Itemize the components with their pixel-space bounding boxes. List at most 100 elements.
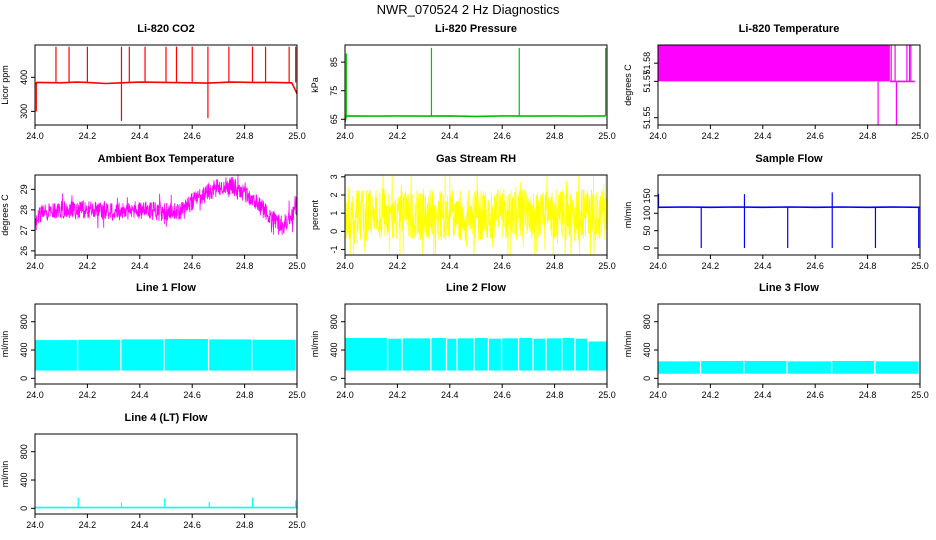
chart-svg: Line 4 (LT) Flow ml/min 24.0 24.2 24.4 24.6 24…	[0, 412, 306, 530]
x-tick-label: 24.8	[546, 261, 564, 271]
plot-frame	[34, 433, 298, 515]
figure-title: NWR_070524 2 Hz Diagnostics	[376, 2, 560, 17]
y-tick-label: 400	[329, 343, 339, 358]
x-tick-label: 24.6	[493, 131, 511, 141]
chart-svg: Line 3 Flow ml/min 24.0 24.2 24.4 24.6 24.8 25.…	[623, 282, 929, 400]
flow-block	[562, 337, 575, 371]
chart-pressure: Li-820 Pressure kPa 24.0 24.2 24.4 24.6 24.8 25…	[309, 19, 616, 149]
y-tick-label: 300	[19, 104, 29, 119]
y-tick-label: 2	[329, 192, 339, 197]
y-tick-label: 800	[19, 444, 29, 459]
y-tick-label: 1	[329, 211, 339, 216]
x-tick-label: 24.6	[183, 520, 201, 530]
flow-block	[701, 360, 744, 374]
plot-frame	[344, 174, 608, 256]
x-tick-label: 24.8	[236, 131, 254, 141]
chart-gas-stream-rh: Gas Stream RH percent 24.0 24.2 24.4 24.6 24.8…	[309, 149, 616, 279]
flow-block	[519, 337, 533, 371]
flow-block	[388, 338, 402, 371]
x-tick-label: 24.2	[79, 390, 97, 400]
y-tick-label: 51.57	[642, 70, 652, 93]
flow-block	[164, 339, 208, 371]
flow-block	[35, 340, 77, 371]
chart-svg: Sample Flow ml/min 24.0 24.2 24.4 24.6 24.8 25.…	[623, 153, 929, 271]
chart-title: Line 4 (LT) Flow	[125, 412, 208, 424]
chart-line2-flow: Line 2 Flow ml/min 24.0 24.2 24.4 24.6 24.8 25.…	[309, 278, 616, 408]
x-tick-label: 24.0	[26, 131, 44, 141]
y-tick-label: 0	[329, 376, 339, 381]
y-tick-label: 0	[329, 229, 339, 234]
x-tick-label: 25.0	[911, 131, 929, 141]
chart-line4-flow: Line 4 (LT) Flow ml/min 24.0 24.2 24.4 24.6 24…	[0, 408, 306, 538]
chart-title: Gas Stream RH	[436, 153, 516, 165]
y-tick-label: 51.58	[642, 52, 652, 75]
flow-block	[575, 338, 588, 371]
y-axis-label: ml/min	[0, 331, 10, 358]
series-line	[344, 174, 608, 256]
chart-svg: Li-820 Temperature degrees C 24.0 24.2 24.4 2…	[623, 23, 929, 141]
flow-block	[431, 337, 446, 371]
x-tick-label: 24.6	[493, 390, 511, 400]
flow-block	[658, 361, 700, 374]
plot-frame	[34, 44, 298, 126]
y-tick-label: 65	[329, 114, 339, 124]
y-tick-label: 27	[19, 225, 29, 235]
y-axis-label: kPa	[310, 77, 320, 93]
flow-block	[502, 338, 518, 371]
x-tick-label: 24.8	[546, 390, 564, 400]
plot-area	[34, 174, 298, 236]
flow-block	[252, 339, 296, 371]
chart-title: Line 1 Flow	[136, 282, 196, 294]
chart-ambient-box-temperature: Ambient Box Temperature degrees C 24.0 24.2…	[0, 149, 306, 279]
x-tick-label: 24.4	[441, 390, 459, 400]
chart-svg: Gas Stream RH percent 24.0 24.2 24.4 24.6 24.8…	[310, 153, 616, 271]
data-band	[658, 45, 890, 82]
flow-block	[209, 339, 252, 371]
y-tick-label: 100	[642, 206, 652, 221]
x-tick-label: 24.2	[79, 131, 97, 141]
plot-area	[34, 46, 298, 121]
flow-block	[875, 361, 919, 374]
plot-frame	[34, 174, 298, 256]
chart-line1-flow: Line 1 Flow ml/min 24.0 24.2 24.4 24.6 24.8 25.…	[0, 278, 306, 408]
x-tick-label: 24.6	[183, 390, 201, 400]
y-tick-label: 800	[329, 314, 339, 329]
flow-block	[787, 361, 831, 374]
plot-frame	[34, 303, 298, 385]
x-tick-label: 25.0	[598, 390, 616, 400]
plot-area	[344, 174, 608, 256]
plot-frame	[344, 44, 608, 126]
flow-block	[546, 338, 562, 371]
y-tick-label: 3	[329, 174, 339, 179]
y-tick-label: 400	[19, 473, 29, 488]
series-line	[344, 115, 606, 123]
x-tick-label: 24.0	[26, 261, 44, 271]
chart-svg: Li-820 Pressure kPa 24.0 24.2 24.4 24.6 24.8 25…	[310, 23, 616, 141]
x-tick-label: 24.8	[859, 390, 877, 400]
y-tick-label: 0	[19, 506, 29, 511]
y-tick-label: 400	[19, 343, 29, 358]
flow-block	[345, 337, 387, 371]
x-tick-label: 25.0	[288, 520, 306, 530]
y-axis-label: Licor ppm	[0, 65, 10, 105]
chart-title: Line 3 Flow	[759, 282, 819, 294]
x-tick-label: 24.0	[26, 520, 44, 530]
y-tick-label: 0	[642, 376, 652, 381]
y-axis-label: degrees C	[0, 194, 10, 236]
x-tick-label: 24.6	[183, 131, 201, 141]
x-tick-label: 24.4	[754, 390, 772, 400]
x-tick-label: 24.0	[649, 261, 667, 271]
chart-svg: Li-820 CO2 Licor ppm 24.0 24.2 24.4 24.6 24.8 2…	[0, 23, 306, 141]
chart-svg: Line 2 Flow ml/min 24.0 24.2 24.4 24.6 24.8 25.…	[310, 282, 616, 400]
flow-block	[78, 339, 121, 371]
y-tick-label: 29	[19, 184, 29, 194]
x-tick-label: 24.4	[131, 390, 149, 400]
y-tick-label: 0	[642, 246, 652, 251]
y-axis-label: ml/min	[623, 202, 633, 229]
plot-area	[657, 192, 921, 249]
flow-block	[832, 360, 875, 374]
x-tick-label: 24.0	[336, 390, 354, 400]
plot-area	[658, 360, 919, 374]
y-axis-label: ml/min	[623, 331, 633, 358]
x-tick-label: 24.6	[806, 131, 824, 141]
